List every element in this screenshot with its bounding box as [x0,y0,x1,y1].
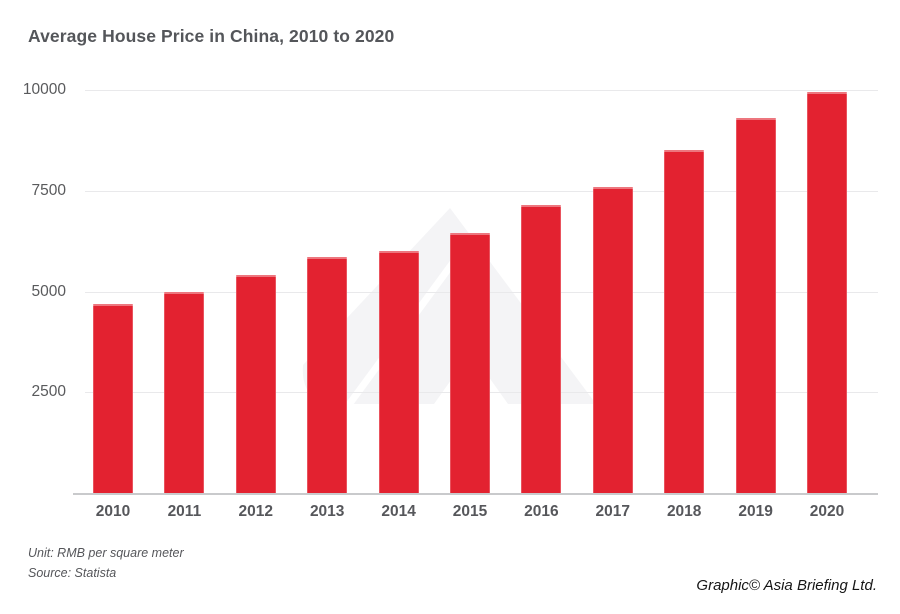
bar-2019 [735,118,776,493]
bar-2017 [592,186,633,493]
bar-2010 [93,303,133,493]
footer-notes: Unit: RMB per square meter Source: Stati… [28,543,184,583]
x-axis-label-2019: 2019 [738,503,773,520]
bar-2020 [807,92,847,493]
x-axis-label-2014: 2014 [381,503,416,520]
x-axis-label-2018: 2018 [666,503,702,520]
bar-2016 [521,204,562,493]
bar-2014 [378,251,419,493]
x-axis-label-2011: 2011 [167,503,202,520]
x-axis-label-2020: 2020 [809,503,845,520]
x-axis-label-2015: 2015 [452,503,488,520]
x-axis-label-2016: 2016 [524,503,559,520]
graphic-credit: Graphic© Asia Briefing Ltd. [696,577,877,594]
y-axis-label-5000: 5000 [31,282,66,300]
y-axis-label-10000: 10000 [22,81,66,98]
gridline-10000 [85,90,878,91]
y-axis-label-7500: 7500 [31,181,66,199]
chart-title: Average House Price in China, 2010 to 20… [28,26,395,46]
bar-2012 [235,275,276,493]
bar-2011 [164,291,205,493]
bar-2013 [307,257,348,493]
gridline-7500 [85,190,878,192]
source-note: Source: Statista [28,566,117,580]
y-axis-label-2500: 2500 [31,383,66,401]
x-axis-label-2010: 2010 [95,503,131,520]
x-axis-label-2013: 2013 [309,503,345,520]
x-axis-label-2012: 2012 [238,503,274,520]
bar-2018 [664,150,705,493]
unit-note: Unit: RMB per square meter [28,546,184,560]
bar-2015 [450,233,490,493]
x-axis-line [73,493,878,495]
x-axis-label-2017: 2017 [595,503,631,520]
